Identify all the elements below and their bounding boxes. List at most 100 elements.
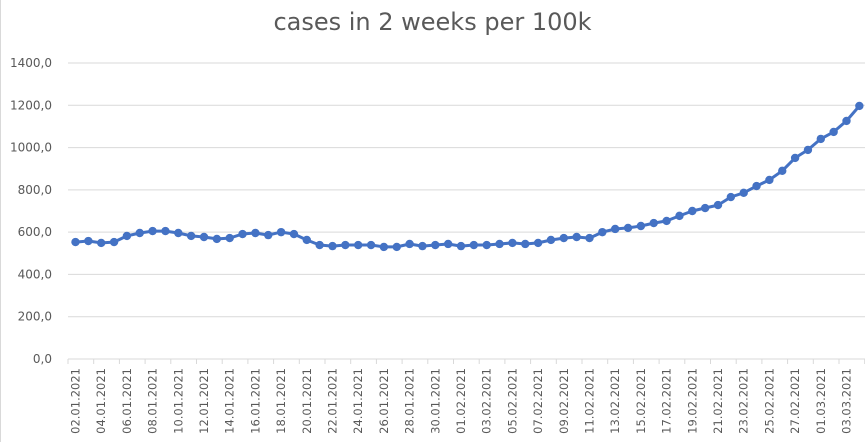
y-tick-label: 1400,0 bbox=[10, 56, 52, 70]
data-point bbox=[803, 145, 813, 155]
data-point bbox=[829, 127, 838, 137]
y-tick-label: 400,0 bbox=[18, 267, 52, 281]
x-tick-label: 04.01.2021 bbox=[94, 368, 108, 434]
data-point bbox=[713, 200, 723, 210]
y-tick-label: 600,0 bbox=[18, 225, 52, 239]
data-point bbox=[443, 239, 453, 249]
x-tick-label: 08.01.2021 bbox=[146, 368, 160, 434]
data-point bbox=[84, 236, 93, 246]
data-point bbox=[97, 238, 106, 248]
data-point bbox=[649, 218, 658, 228]
x-tick-label: 28.01.2021 bbox=[403, 368, 417, 434]
data-point bbox=[431, 240, 440, 250]
data-point bbox=[109, 237, 119, 247]
x-tick-label: 21.02.2021 bbox=[711, 368, 725, 434]
data-point bbox=[212, 234, 222, 244]
data-point bbox=[71, 237, 80, 247]
y-tick-label: 0,0 bbox=[33, 352, 52, 366]
data-point bbox=[199, 232, 209, 242]
x-tick-label: 10.01.2021 bbox=[171, 368, 185, 434]
data-point bbox=[585, 233, 594, 243]
data-point bbox=[328, 241, 337, 251]
x-tick-label: 14.01.2021 bbox=[223, 368, 237, 434]
x-tick-label: 16.01.2021 bbox=[248, 368, 262, 434]
y-tick-label: 800,0 bbox=[18, 183, 52, 197]
data-point bbox=[148, 226, 157, 236]
data-point bbox=[765, 175, 774, 185]
data-point bbox=[559, 233, 568, 243]
x-tick-label: 01.03.2021 bbox=[814, 368, 828, 434]
x-tick-label: 19.02.2021 bbox=[685, 368, 699, 434]
x-tick-label: 27.02.2021 bbox=[788, 368, 802, 434]
data-point bbox=[456, 241, 466, 251]
data-point bbox=[636, 221, 646, 231]
x-tick-label: 01.02.2021 bbox=[454, 368, 468, 434]
x-tick-label: 03.03.2021 bbox=[840, 368, 854, 434]
x-tick-label: 15.02.2021 bbox=[634, 368, 648, 434]
data-point bbox=[546, 235, 556, 245]
x-tick-label: 18.01.2021 bbox=[274, 368, 288, 434]
data-point bbox=[855, 101, 864, 111]
data-point bbox=[816, 134, 825, 144]
x-tick-label: 26.01.2021 bbox=[377, 368, 391, 434]
x-tick-label: 07.02.2021 bbox=[531, 368, 545, 434]
data-point bbox=[315, 240, 324, 250]
data-point bbox=[392, 242, 401, 252]
data-point bbox=[225, 233, 234, 243]
data-point bbox=[276, 227, 286, 237]
x-tick-label: 06.01.2021 bbox=[120, 368, 134, 434]
y-tick-label: 200,0 bbox=[18, 310, 52, 324]
x-tick-label: 11.02.2021 bbox=[583, 368, 597, 434]
data-point bbox=[790, 153, 800, 163]
data-point bbox=[688, 206, 697, 216]
data-point bbox=[482, 240, 491, 250]
series-line-path bbox=[75, 104, 861, 249]
data-point bbox=[405, 239, 414, 249]
data-point bbox=[251, 228, 260, 238]
data-point bbox=[122, 231, 132, 241]
x-tick-label: 23.02.2021 bbox=[737, 368, 751, 434]
data-point bbox=[521, 239, 530, 249]
data-point bbox=[264, 230, 273, 240]
gridlines bbox=[68, 62, 865, 318]
data-point bbox=[174, 228, 183, 238]
x-tick-label: 30.01.2021 bbox=[428, 368, 442, 434]
chart-border bbox=[0, 0, 1, 442]
x-tick-label: 12.01.2021 bbox=[197, 368, 211, 434]
data-point bbox=[379, 242, 389, 252]
data-point bbox=[662, 216, 671, 226]
x-tick-label: 25.02.2021 bbox=[762, 368, 776, 434]
x-tick-label: 20.01.2021 bbox=[300, 368, 314, 434]
data-point bbox=[495, 239, 504, 249]
data-point bbox=[739, 188, 748, 198]
data-point bbox=[508, 238, 517, 248]
data-point bbox=[341, 240, 350, 250]
data-point bbox=[469, 240, 479, 250]
data-point bbox=[302, 235, 311, 245]
data-point bbox=[700, 203, 710, 213]
data-point bbox=[572, 232, 581, 242]
data-point bbox=[135, 228, 144, 238]
data-point bbox=[675, 211, 684, 221]
y-tick-label: 1200,0 bbox=[10, 98, 52, 112]
y-axis-ticks: 0,0 200,0 400,0 600,0 800,0 1000,0 1200,0 1400,… bbox=[10, 56, 52, 366]
data-point bbox=[366, 240, 376, 250]
data-point bbox=[289, 229, 299, 239]
x-tick-label: 17.02.2021 bbox=[660, 368, 674, 434]
chart-title: cases in 2 weeks per 100k bbox=[273, 8, 592, 36]
x-tick-label: 09.02.2021 bbox=[557, 368, 571, 434]
data-point bbox=[752, 181, 761, 191]
data-point bbox=[726, 192, 736, 202]
data-point bbox=[611, 224, 620, 234]
x-tick-label: 05.02.2021 bbox=[505, 368, 519, 434]
series-line bbox=[71, 101, 864, 252]
x-axis: 02.01.2021 04.01.2021 06.01.2021 08.01.2021… bbox=[67, 358, 865, 434]
x-tick-label: 03.02.2021 bbox=[480, 368, 494, 434]
data-point bbox=[161, 226, 170, 236]
y-tick-label: 1000,0 bbox=[10, 141, 52, 155]
x-tick-label: 13.02.2021 bbox=[608, 368, 622, 434]
data-point bbox=[598, 227, 607, 237]
x-tick-label: 24.01.2021 bbox=[351, 368, 365, 434]
x-tick-label: 22.01.2021 bbox=[326, 368, 340, 434]
